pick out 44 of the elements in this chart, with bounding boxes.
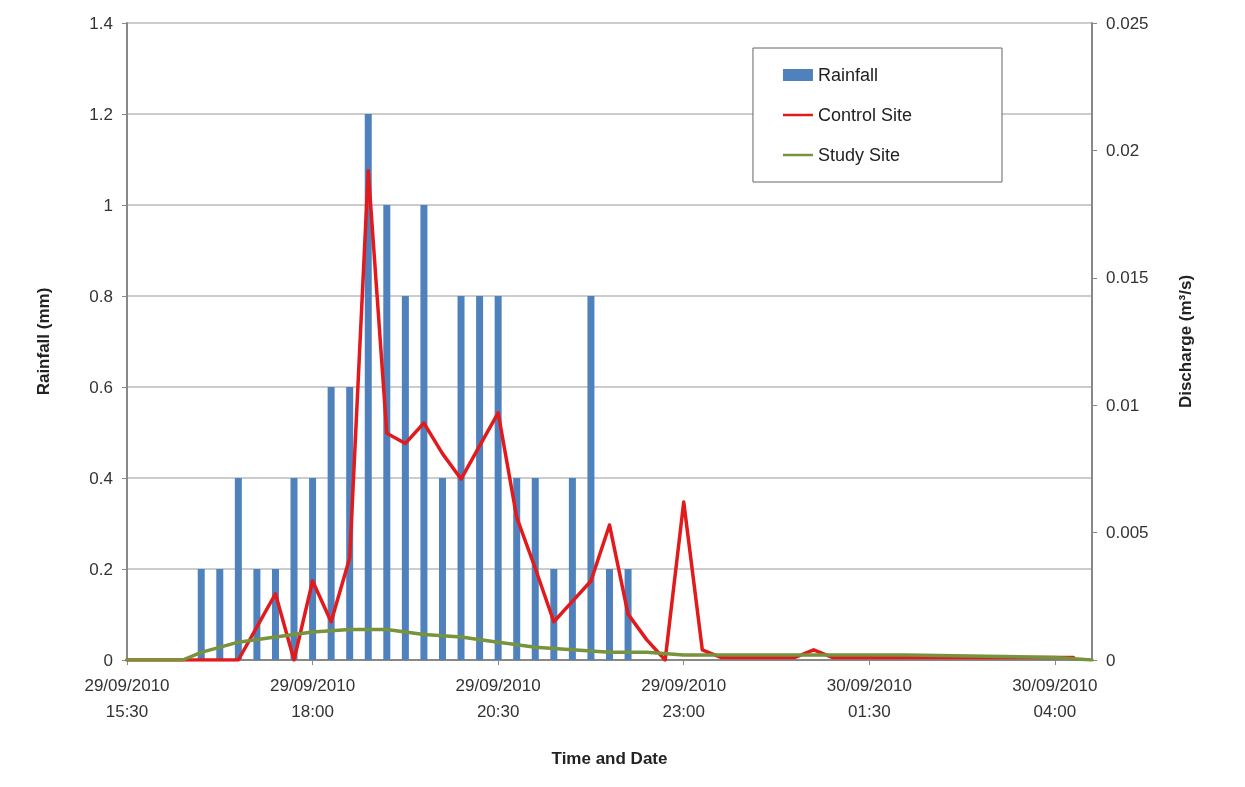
bar xyxy=(420,205,428,660)
bar xyxy=(309,478,317,660)
y-tick-label: 0.6 xyxy=(89,377,113,397)
y2-tick-label: 0 xyxy=(1106,650,1116,670)
bar xyxy=(234,478,242,660)
y-tick-label: 0.2 xyxy=(89,559,113,579)
bar xyxy=(568,478,576,660)
y-tick-label: 1 xyxy=(103,195,113,215)
bar xyxy=(216,569,224,660)
bar xyxy=(476,296,484,660)
x-axis-title: Time and Date xyxy=(551,749,668,768)
bar xyxy=(606,569,613,660)
x-tick-label: 29/09/2010 23:00 xyxy=(641,675,727,721)
y-tick-label: 1.4 xyxy=(89,13,113,33)
x-tick-label: 29/09/2010 20:30 xyxy=(455,675,541,721)
legend-label: Study Site xyxy=(817,145,900,165)
bar xyxy=(327,387,335,660)
x-tick-label: 29/09/2010 15:30 xyxy=(84,675,170,721)
bar xyxy=(364,114,372,660)
bar xyxy=(457,296,465,660)
y2-axis-title: Discharge (m³/s) xyxy=(1176,274,1195,409)
bar xyxy=(531,478,539,660)
bar xyxy=(290,478,298,660)
x-tick-label: 30/09/2010 01:30 xyxy=(826,675,912,721)
y-axis-title: Rainfall (mm) xyxy=(34,287,53,396)
bar xyxy=(197,569,205,660)
y-tick-label: 1.2 xyxy=(89,104,113,124)
y2-tick-label: 0.01 xyxy=(1106,395,1140,415)
bar xyxy=(383,205,391,660)
y-tick-label: 0.8 xyxy=(89,286,113,306)
bar xyxy=(494,296,502,660)
y2-tick-label: 0.02 xyxy=(1106,140,1140,160)
bar xyxy=(587,296,595,660)
x-tick-label: 30/09/2010 04:00 xyxy=(1012,675,1098,721)
legend-label: Control Site xyxy=(817,105,912,125)
bar xyxy=(401,296,409,660)
x-tick-label: 29/09/2010 18:00 xyxy=(270,675,356,721)
y-tick-label: 0.4 xyxy=(89,468,113,488)
y2-tick-label: 0.025 xyxy=(1106,13,1149,33)
y2-tick-label: 0.015 xyxy=(1106,268,1149,288)
bar xyxy=(438,478,446,660)
y2-tick-label: 0.005 xyxy=(1106,523,1149,543)
y-tick-label: 0 xyxy=(103,650,113,670)
legend-label: Rainfall xyxy=(817,65,878,85)
